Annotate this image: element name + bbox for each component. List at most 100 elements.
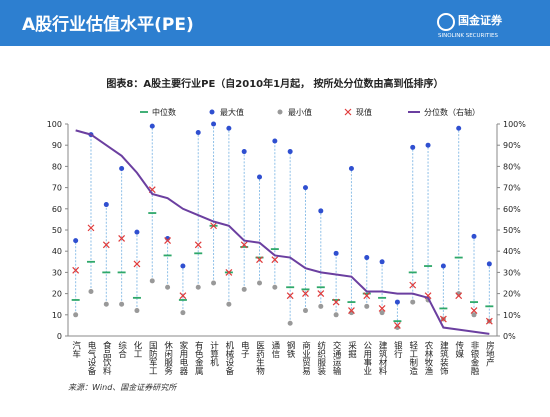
logo-text: 国金证券: [458, 13, 503, 27]
marker-3: [332, 298, 340, 306]
logo-sub: SINOLINK SECURITIES: [438, 33, 498, 39]
marker-3: [102, 241, 110, 249]
marker-2: [134, 308, 140, 314]
marker-2: [180, 310, 186, 316]
legend-swatch: [277, 109, 283, 115]
marker-2: [333, 312, 339, 318]
source: 来源：Wind、国金证券研究所: [68, 383, 178, 392]
marker-2: [318, 303, 324, 309]
x-tick-label: 纺织服装: [316, 340, 326, 376]
y-tick-label: 90: [52, 141, 62, 150]
percentile-line: [75, 129, 490, 335]
marker-3: [378, 305, 386, 312]
legend-label: 现值: [356, 107, 372, 117]
y-tick-label: 100: [47, 120, 62, 129]
marker-3: [485, 317, 493, 325]
marker-2: [287, 320, 293, 326]
marker-2: [471, 312, 477, 318]
legend-label: 最大值: [220, 107, 244, 117]
marker-2: [364, 303, 370, 309]
marker-1: [134, 229, 140, 235]
y2-tick-label: 40%: [503, 247, 521, 256]
marker-2: [165, 284, 171, 290]
y-tick-label: 80: [52, 162, 62, 171]
x-tick-label: 农林牧渔: [423, 340, 433, 375]
marker-3: [470, 307, 478, 314]
marker-2: [119, 301, 125, 307]
marker-1: [272, 138, 278, 144]
marker-2: [272, 284, 278, 290]
y-tick-label: 40: [52, 247, 62, 256]
marker-3: [179, 292, 187, 300]
x-tick-label: 商业贸易: [300, 340, 310, 376]
y2-tick-label: 100%: [503, 120, 526, 129]
marker-2: [149, 278, 155, 284]
marker-2: [73, 312, 79, 318]
x-tick-label: 医药生物: [255, 341, 265, 376]
marker-2: [241, 286, 247, 292]
x-tick-label: 公用事业: [362, 341, 372, 375]
marker-2: [103, 301, 109, 307]
x-tick-label: 电气设备: [86, 340, 96, 376]
marker-2: [211, 280, 217, 286]
y2-tick-label: 50%: [503, 226, 521, 235]
x-tick-label: 传媒: [454, 340, 464, 359]
marker-3: [439, 315, 447, 323]
marker-1: [211, 121, 217, 127]
marker-3: [317, 290, 325, 298]
legend-swatch: [209, 109, 215, 115]
marker-2: [88, 288, 94, 294]
legend-label: 中位数: [152, 107, 176, 117]
y2-tick-label: 70%: [503, 184, 521, 193]
x-tick-label: 采掘: [346, 340, 356, 359]
marker-2: [379, 310, 385, 316]
marker-3: [87, 224, 95, 232]
x-tick-label: 通信: [270, 340, 280, 359]
marker-3: [409, 281, 417, 289]
y-tick-label: 70: [52, 184, 62, 193]
marker-3: [164, 237, 172, 245]
marker-3: [363, 292, 371, 300]
y2-tick-label: 10%: [503, 311, 521, 320]
x-tick-label: 食品饮料: [101, 340, 111, 376]
marker-1: [287, 149, 293, 155]
marker-1: [364, 255, 370, 261]
marker-3: [225, 268, 233, 276]
marker-2: [410, 299, 416, 305]
x-tick-label: 国防军工: [147, 341, 157, 375]
marker-1: [440, 263, 446, 269]
y2-tick-label: 90%: [503, 141, 521, 150]
marker-1: [302, 185, 308, 191]
marker-1: [119, 166, 125, 172]
marker-3: [256, 256, 263, 264]
marker-3: [72, 266, 80, 274]
x-tick-label: 计算机: [209, 340, 219, 367]
x-tick-label: 钢铁: [285, 340, 295, 359]
marker-2: [257, 280, 263, 286]
marker-1: [241, 149, 247, 155]
marker-1: [394, 299, 400, 305]
x-tick-label: 交通运输: [331, 340, 341, 376]
marker-3: [118, 235, 126, 242]
marker-1: [149, 123, 155, 129]
x-tick-label: 综合: [117, 340, 127, 359]
marker-1: [226, 125, 232, 131]
marker-1: [180, 263, 186, 269]
x-tick-label: 电子: [239, 340, 249, 358]
x-tick-label: 有色金属: [193, 340, 203, 376]
marker-1: [456, 125, 462, 131]
legend-label: 最小值: [288, 107, 312, 117]
y2-tick-label: 60%: [503, 205, 521, 214]
y2-tick-label: 80%: [503, 162, 521, 171]
x-tick-label: 建筑材料: [377, 340, 387, 376]
marker-1: [379, 259, 385, 265]
marker-2: [226, 301, 232, 307]
marker-1: [257, 174, 263, 180]
y-tick-label: 60: [52, 205, 62, 214]
y-tick-label: 10: [52, 311, 62, 320]
x-tick-label: 建筑装饰: [438, 340, 448, 376]
marker-3: [210, 222, 217, 230]
x-tick-label: 休闲服务: [163, 340, 173, 376]
chart-title: 图表8：A股主要行业PE（自2010年1月起， 按所处分位数由高到低排序）: [106, 77, 443, 90]
y-tick-label: 20: [52, 290, 62, 299]
